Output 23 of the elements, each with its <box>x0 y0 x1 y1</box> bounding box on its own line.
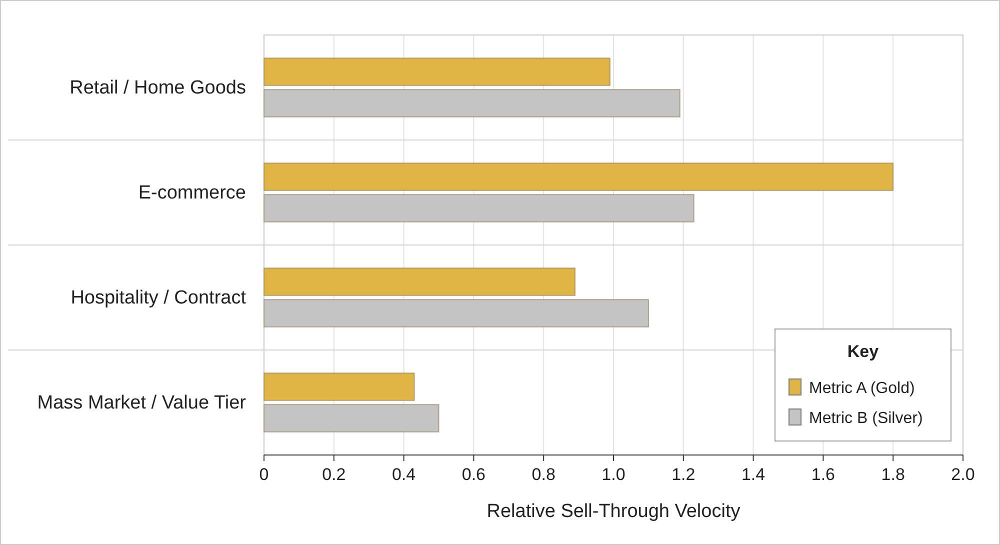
x-tick-label: 0.4 <box>392 465 416 484</box>
x-tick-label: 1.8 <box>881 465 905 484</box>
legend-title: Key <box>847 342 880 361</box>
x-tick-label: 0.2 <box>322 465 346 484</box>
x-tick-label: 0.6 <box>462 465 486 484</box>
y-tick-label: Hospitality / Contract <box>70 288 247 308</box>
x-axis-title: Relative Sell-Through Velocity <box>486 501 741 522</box>
bar <box>264 268 576 296</box>
x-tick-label: 0.8 <box>532 465 556 484</box>
legend-label: Metric B (Silver) <box>809 410 923 427</box>
x-tick-label: 1.4 <box>741 465 766 484</box>
y-tick-label: E-commerce <box>138 182 246 204</box>
x-tick-label: 1.0 <box>602 465 626 484</box>
x-tick-label: 1.6 <box>811 465 836 484</box>
bar <box>264 58 611 86</box>
x-tick-label: 0 <box>259 465 269 484</box>
y-tick-label: Mass Market / Value Tier <box>37 392 247 414</box>
bar <box>264 162 894 191</box>
y-tick-label: Retail / Home Goods <box>70 78 246 98</box>
x-tick-label: 2.0 <box>951 465 975 484</box>
x-tick-label: 1.2 <box>672 465 696 484</box>
legend-label: Metric A (Gold) <box>809 380 915 397</box>
bar <box>264 372 415 401</box>
